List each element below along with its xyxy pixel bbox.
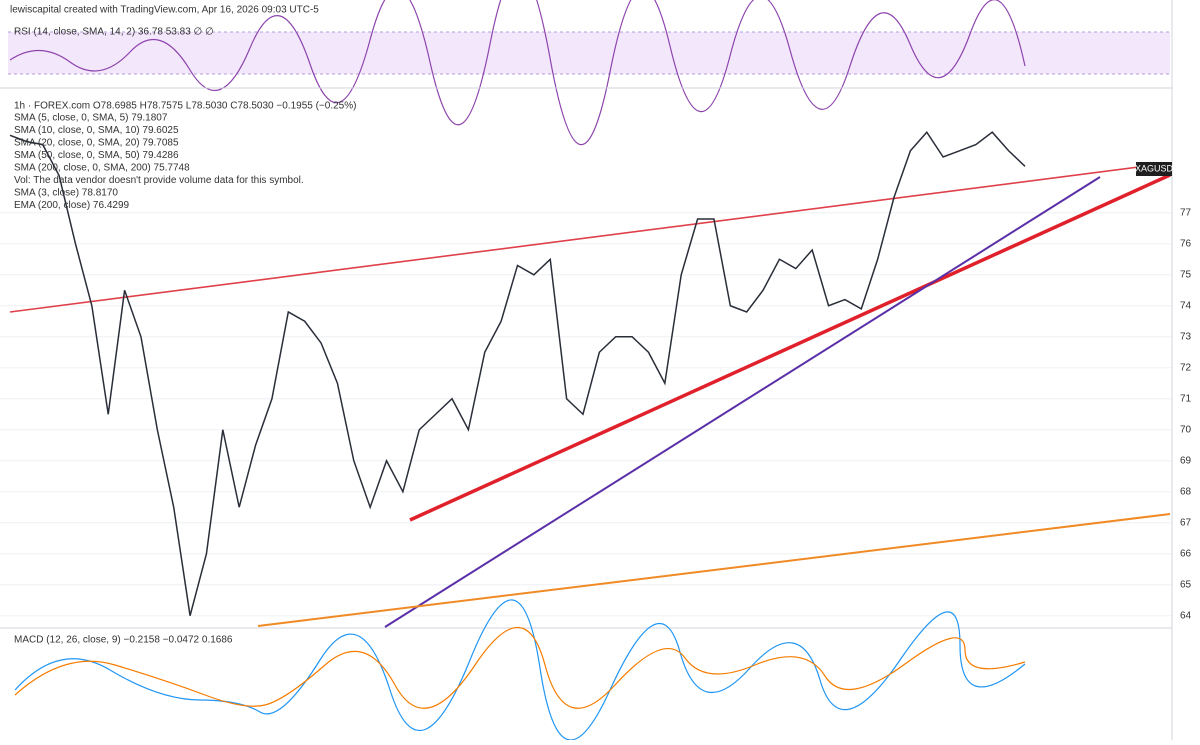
price-line xyxy=(9,130,1026,616)
y-tick-label: 72 xyxy=(1180,362,1192,373)
rsi-line xyxy=(9,0,1026,146)
signal-line xyxy=(14,626,1026,709)
indicator-legend: Vol: The data vendor doesn't provide vol… xyxy=(14,175,304,186)
trend-line xyxy=(384,176,1101,628)
price-tag xyxy=(1136,162,1172,176)
rsi-band xyxy=(8,32,1170,74)
y-tick-label: 66 xyxy=(1180,548,1192,559)
indicator-legend: SMA (5, close, 0, SMA, 5) 79.1807 xyxy=(14,113,168,124)
header: lewiscapital created with TradingView.co… xyxy=(10,5,319,16)
y-tick-label: 67 xyxy=(1180,517,1192,528)
symbol-tag: XAGUSD xyxy=(1135,163,1174,173)
y-tick-label: 73 xyxy=(1180,331,1192,342)
macd-line xyxy=(14,599,1026,741)
trend-line xyxy=(9,162,1171,313)
y-tick-label: 68 xyxy=(1180,486,1192,497)
y-tick-label: 74 xyxy=(1180,300,1192,311)
y-tick-label: 69 xyxy=(1180,455,1192,466)
rsi-legend: RSI (14, close, SMA, 14, 2) 36.78 53.83 … xyxy=(14,27,214,38)
y-tick-label: 71 xyxy=(1180,393,1192,404)
y-tick-label: 70 xyxy=(1180,424,1192,435)
y-tick-label: 75 xyxy=(1180,269,1192,280)
macd-legend: MACD (12, 26, close, 9) −0.2158 −0.0472 … xyxy=(14,635,233,646)
indicator-legend: SMA (50, close, 0, SMA, 50) 79.4286 xyxy=(14,150,179,161)
trend-line xyxy=(409,173,1171,522)
indicator-legend: SMA (200, close, 0, SMA, 200) 75.7748 xyxy=(14,163,190,174)
symbol-legend: 1h · FOREX.com O78.6985 H78.7575 L78.503… xyxy=(14,101,356,112)
trend-line xyxy=(257,513,1171,627)
y-tick-label: 64 xyxy=(1180,610,1192,621)
y-tick-label: 65 xyxy=(1180,579,1192,590)
indicator-legend: SMA (3, close) 78.8170 xyxy=(14,188,118,199)
y-tick-label: 77 xyxy=(1180,207,1192,218)
indicator-legend: EMA (200, close) 76.4299 xyxy=(14,200,130,211)
indicator-legend: SMA (10, close, 0, SMA, 10) 79.6025 xyxy=(14,125,179,136)
y-tick-label: 76 xyxy=(1180,238,1192,249)
indicator-legend: SMA (20, close, 0, SMA, 20) 79.7085 xyxy=(14,138,179,149)
